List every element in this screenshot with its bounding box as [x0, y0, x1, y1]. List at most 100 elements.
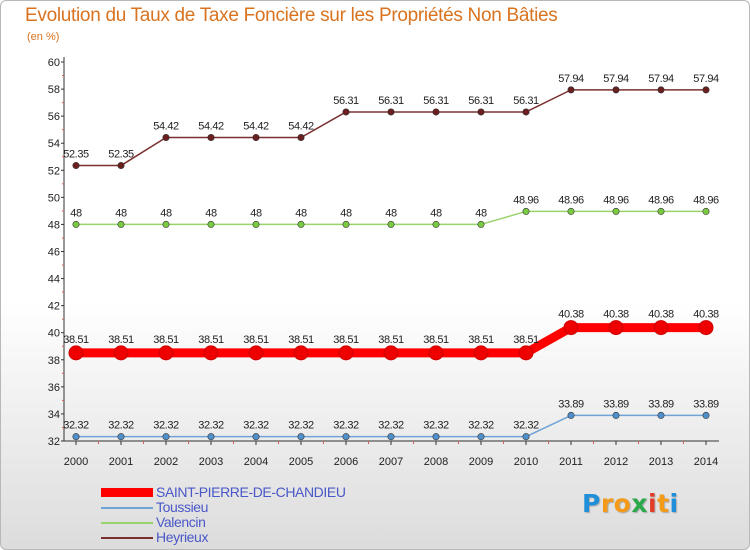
data-label: 40.38: [693, 309, 719, 321]
data-label: 40.38: [558, 309, 584, 321]
logo-letter: t: [657, 489, 670, 518]
data-point: [653, 320, 669, 336]
data-label: 48.96: [558, 194, 584, 206]
data-label: 54.42: [153, 121, 179, 133]
data-label: 57.94: [648, 73, 674, 85]
data-point: [518, 345, 534, 361]
legend-item-toussieu: Toussieu: [101, 499, 401, 515]
data-point: [248, 345, 264, 361]
series-saint-pierre-de-chandieu: [68, 320, 714, 361]
data-point: [342, 220, 350, 228]
data-label: 56.31: [378, 95, 404, 107]
x-tick-label: 2005: [289, 456, 313, 468]
data-label: 52.35: [108, 149, 134, 161]
data-label: 57.94: [558, 73, 584, 85]
data-point: [203, 345, 219, 361]
data-labels: 32.32 32.32 32.32 32.32 32.32 32.32 32.32 32.32…: [63, 73, 719, 432]
y-tick-label: 46: [48, 247, 60, 259]
data-label: 32.32: [423, 420, 449, 432]
data-label: 48: [160, 207, 172, 219]
data-label: 38.51: [378, 334, 404, 346]
data-point: [72, 162, 80, 170]
data-point: [162, 134, 170, 142]
y-tick-label: 50: [48, 192, 60, 204]
legend-item-heyrieux: Heyrieux: [101, 529, 401, 545]
data-label: 40.38: [648, 309, 674, 321]
data-point: [383, 345, 399, 361]
data-point: [477, 108, 485, 116]
data-label: 56.31: [333, 95, 359, 107]
data-point: [657, 86, 665, 94]
data-label: 38.51: [153, 334, 179, 346]
logo-letter: P: [582, 489, 601, 518]
y-tick-label: 36: [48, 382, 60, 394]
data-point: [252, 134, 260, 142]
data-label: 38.51: [423, 334, 449, 346]
axes: 32 34 36 38 40 42 44 46 48 50 52 54 56 58 60 2000 2001 20…: [48, 57, 719, 468]
data-label: 38.51: [63, 334, 89, 346]
data-point: [387, 220, 395, 228]
logo-letter: i: [669, 489, 679, 518]
data-point: [522, 108, 530, 116]
data-label: 48: [340, 207, 352, 219]
data-point: [162, 220, 170, 228]
data-point: [702, 411, 710, 419]
legend: SAINT-PIERRE-DE-CHANDIEU Toussieu Valencin…: [101, 484, 401, 545]
data-point: [432, 108, 440, 116]
data-point: [68, 345, 84, 361]
proxiti-logo: Proxiti: [582, 489, 679, 518]
data-point: [612, 411, 620, 419]
data-label: 32.32: [468, 420, 494, 432]
data-point: [612, 86, 620, 94]
data-point: [477, 220, 485, 228]
logo-letter: r: [600, 489, 614, 518]
legend-label: Heyrieux: [156, 529, 209, 545]
x-tick-label: 2014: [694, 456, 718, 468]
data-label: 32.32: [378, 420, 404, 432]
data-label: 38.51: [288, 334, 314, 346]
legend-label: SAINT-PIERRE-DE-CHANDIEU: [156, 484, 346, 500]
data-point: [522, 433, 530, 441]
y-tick-label: 38: [48, 355, 60, 367]
data-label: 54.42: [243, 121, 269, 133]
data-label: 38.51: [198, 334, 224, 346]
x-tick-label: 2007: [379, 456, 403, 468]
y-tick-label: 42: [48, 301, 60, 313]
x-tick-label: 2003: [199, 456, 223, 468]
series-toussieu: [72, 411, 710, 441]
legend-swatch: [101, 506, 153, 509]
data-point: [72, 433, 80, 441]
data-point: [162, 433, 170, 441]
data-point: [567, 411, 575, 419]
data-point: [432, 220, 440, 228]
data-point: [428, 345, 444, 361]
data-point: [297, 134, 305, 142]
data-point: [612, 207, 620, 215]
data-label: 54.42: [198, 121, 224, 133]
data-point: [117, 433, 125, 441]
chart-title: Evolution du Taux de Taxe Foncière sur l…: [25, 5, 558, 26]
data-label: 40.38: [603, 309, 629, 321]
x-tick-label: 2004: [244, 456, 268, 468]
data-point: [293, 345, 309, 361]
data-point: [72, 220, 80, 228]
data-label: 54.42: [288, 121, 314, 133]
series-valencin: [72, 207, 710, 228]
data-label: 38.51: [468, 334, 494, 346]
x-tick-label: 2000: [64, 456, 88, 468]
y-tick-label: 52: [48, 165, 60, 177]
data-point: [342, 108, 350, 116]
data-label: 48: [475, 207, 487, 219]
data-label: 57.94: [603, 73, 629, 85]
series-lines: [68, 86, 714, 441]
y-tick-label: 34: [48, 409, 60, 421]
y-tick-label: 44: [48, 274, 60, 286]
data-label: 48: [385, 207, 397, 219]
y-tick-label: 56: [48, 111, 60, 123]
data-label: 48: [430, 207, 442, 219]
data-point: [207, 134, 215, 142]
x-tick-label: 2009: [469, 456, 493, 468]
data-point: [117, 162, 125, 170]
legend-swatch: [101, 536, 153, 539]
